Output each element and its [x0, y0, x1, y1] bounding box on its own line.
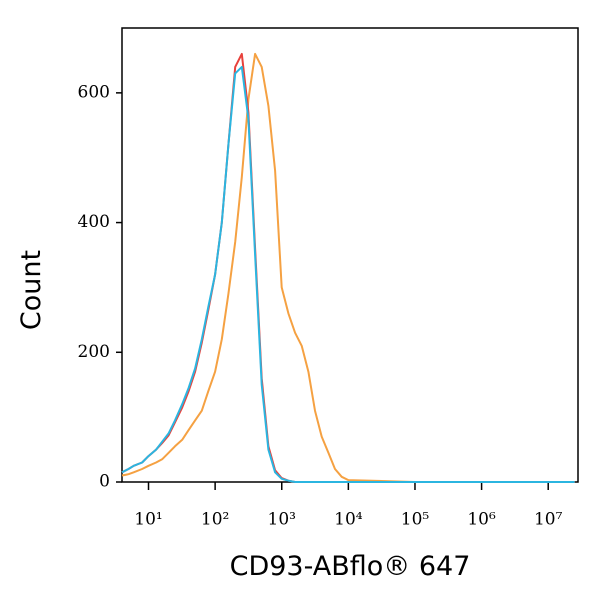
- plot-frame: [121, 27, 579, 483]
- x-tick-label: 10⁵: [401, 510, 430, 530]
- x-tick-label: 10⁷: [534, 510, 563, 530]
- y-tick-label: 400: [78, 212, 110, 232]
- y-tick-label: 0: [99, 472, 110, 492]
- x-tick-label: 10¹: [134, 510, 162, 530]
- x-axis-label: CD93-ABflo® 647: [230, 551, 471, 582]
- x-tick-label: 10³: [268, 510, 296, 530]
- series-line: [121, 65, 575, 483]
- series-line: [121, 52, 575, 483]
- y-axis-label: Count: [16, 250, 47, 330]
- x-tick-label: 10⁶: [467, 510, 496, 530]
- y-tick-label: 600: [78, 82, 110, 102]
- x-tick-label: 10²: [201, 510, 229, 530]
- y-tick-label: 200: [78, 342, 110, 362]
- x-tick-label: 10⁴: [334, 510, 363, 530]
- series-line: [121, 52, 575, 483]
